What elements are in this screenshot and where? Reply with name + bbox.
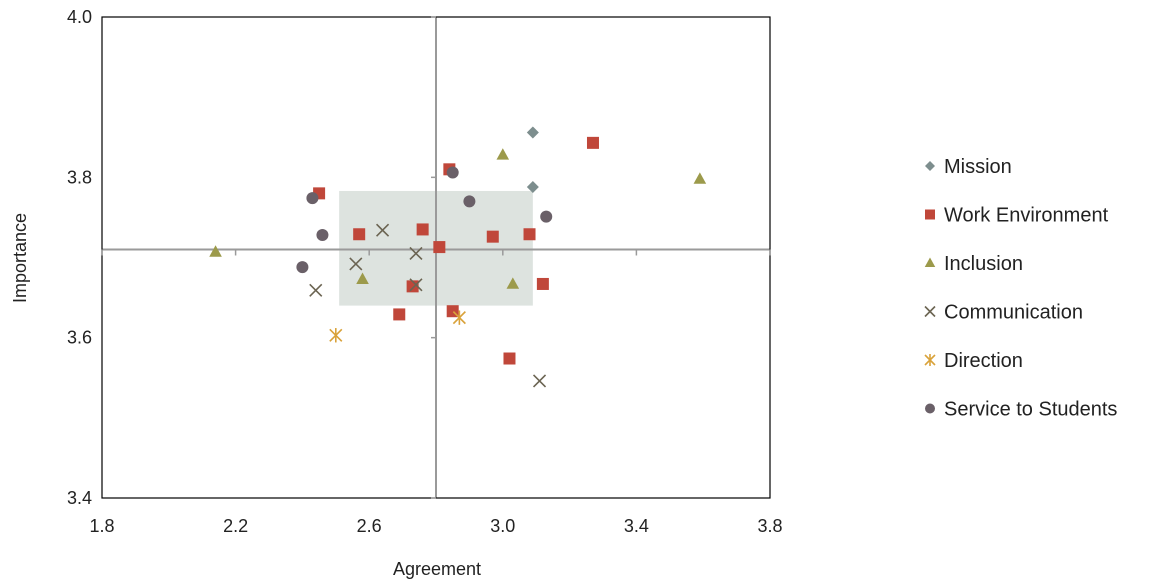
- point-work-environment: [523, 228, 536, 241]
- legend-marker-service-to-students: [925, 403, 935, 414]
- tick-marks: [101, 16, 771, 499]
- legend-item-inclusion: Inclusion: [924, 253, 1023, 275]
- point-inclusion: [506, 277, 520, 289]
- legend-item-service-to-students: Service to Students: [925, 399, 1117, 421]
- legend-label-inclusion: Inclusion: [944, 253, 1023, 275]
- series-mission: [526, 126, 539, 193]
- point-service-to-students: [540, 210, 553, 223]
- point-work-environment: [536, 277, 549, 290]
- point-work-environment: [433, 241, 446, 254]
- point-inclusion: [496, 148, 510, 160]
- series-inclusion: [209, 148, 707, 289]
- y-tick-label: 3.4: [67, 488, 92, 508]
- point-mission: [526, 180, 539, 193]
- x-tick-label: 3.0: [490, 516, 515, 536]
- point-work-environment: [393, 308, 406, 321]
- legend-item-direction: Direction: [924, 350, 1023, 372]
- point-communication-stroke: [409, 246, 423, 261]
- x-tick-label: 2.6: [357, 516, 382, 536]
- point-work-environment: [353, 228, 366, 241]
- point-inclusion: [693, 172, 707, 184]
- data-points: [209, 126, 707, 388]
- x-tick-label: 1.8: [89, 516, 114, 536]
- x-tick-label: 3.4: [624, 516, 649, 536]
- point-service-to-students: [463, 195, 476, 208]
- point-direction: [329, 328, 343, 343]
- point-communication: [409, 246, 423, 261]
- point-communication-stroke: [309, 283, 323, 297]
- point-work-environment: [503, 352, 516, 365]
- y-tick-label: 3.6: [67, 328, 92, 348]
- point-communication-stroke: [532, 374, 547, 388]
- x-tick-label: 2.2: [223, 516, 248, 536]
- legend-label-service-to-students: Service to Students: [944, 399, 1117, 421]
- legend-item-mission: Mission: [925, 156, 1012, 178]
- x-tick-label: 3.8: [757, 516, 782, 536]
- point-communication: [409, 278, 423, 292]
- point-work-environment: [586, 136, 599, 149]
- point-mission: [526, 126, 539, 139]
- x-axis-title: Agreement: [393, 559, 481, 579]
- legend: Mission Work Environment Inclusion Communic…: [924, 156, 1117, 421]
- point-service-to-students: [306, 192, 319, 205]
- legend-label-communication: Communication: [944, 302, 1083, 324]
- legend-item-communication: Communication: [924, 302, 1083, 324]
- point-communication: [532, 374, 547, 388]
- y-axis-title: Importance: [10, 213, 30, 303]
- legend-marker-direction: [924, 354, 936, 366]
- point-service-to-students: [296, 261, 309, 274]
- point-communication-stroke: [349, 257, 363, 271]
- legend-label-direction: Direction: [944, 350, 1023, 372]
- legend-marker-communication: [924, 305, 936, 318]
- point-service-to-students: [446, 166, 459, 179]
- point-inclusion: [209, 245, 222, 257]
- point-communication-stroke: [409, 278, 423, 292]
- point-communication: [375, 223, 390, 237]
- series-service-to-students: [296, 166, 553, 274]
- axis-labels: Agreement Importance 1.8 2.2 2.6 3.0 3.4 3.8 3…: [10, 7, 783, 579]
- point-communication: [349, 257, 363, 271]
- point-direction: [452, 310, 466, 325]
- y-tick-label: 3.8: [67, 167, 92, 187]
- series-communication: [309, 223, 547, 388]
- point-inclusion: [356, 272, 369, 284]
- legend-marker-mission: [925, 161, 935, 171]
- point-work-environment: [416, 223, 429, 236]
- legend-marker-communication-stroke: [924, 305, 936, 318]
- point-communication-stroke: [375, 223, 390, 237]
- reference-lines: [102, 17, 770, 498]
- point-communication: [309, 283, 323, 297]
- point-service-to-students: [316, 229, 329, 242]
- point-work-environment: [486, 230, 499, 243]
- legend-label-mission: Mission: [944, 156, 1012, 178]
- legend-label-work-environment: Work Environment: [944, 205, 1109, 227]
- legend-marker-work-environment: [925, 209, 935, 220]
- series-direction: [329, 310, 466, 343]
- legend-marker-inclusion: [924, 257, 936, 267]
- y-tick-label: 4.0: [67, 7, 92, 27]
- legend-item-work-environment: Work Environment: [925, 205, 1109, 227]
